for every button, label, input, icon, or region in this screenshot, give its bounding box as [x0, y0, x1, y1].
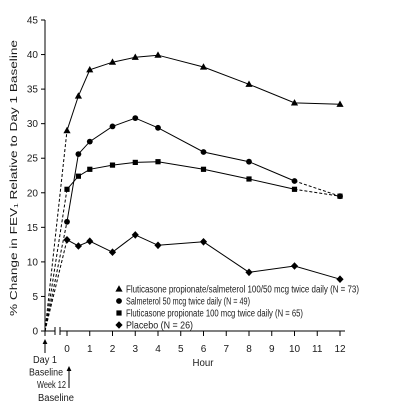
placebo-point	[63, 236, 71, 244]
fp-point	[337, 193, 343, 199]
fp-line	[66, 161, 295, 190]
fp-point	[75, 173, 81, 179]
placebo-baseline-dashed-line	[44, 239, 68, 332]
x-tick-label: 2	[110, 344, 116, 355]
fp-salmeterol-point	[74, 92, 82, 99]
x-tick-label: 8	[246, 344, 252, 355]
day1-label: Day 1	[33, 355, 57, 366]
fp-point	[200, 166, 207, 172]
fp-point	[291, 186, 298, 192]
placebo-point	[108, 248, 117, 256]
fp-point	[155, 159, 161, 165]
salmeterol-line	[66, 117, 295, 222]
y-tick-label: 25	[27, 154, 39, 165]
arrow-head-icon	[42, 339, 48, 344]
legend: Fluticasone propionate/salmeterol 100/50…	[115, 285, 359, 332]
day1-sublabel: Baseline	[29, 368, 63, 379]
legend-diamond-marker	[115, 321, 123, 329]
day1-baseline-annotation: Day 1 Baseline	[29, 339, 63, 379]
series-fp-salmeterol	[44, 51, 344, 332]
arrow-head-icon	[66, 366, 72, 371]
placebo-point	[199, 238, 208, 246]
fp-salmeterol-point	[63, 126, 71, 134]
week12-baseline-annotation: Week 12 Baseline	[37, 366, 74, 404]
salmeterol-point	[155, 124, 161, 131]
week12-label: Week 12	[37, 380, 66, 391]
fp-salmeterol-point	[154, 51, 162, 58]
fp-point	[132, 159, 138, 165]
fp-point	[109, 162, 116, 168]
salmeterol-dashed-segment	[294, 180, 341, 197]
fp-dashed-segment	[294, 188, 341, 197]
x-tick-label: 6	[201, 344, 207, 355]
salmeterol-point	[86, 138, 93, 145]
salmeterol-point	[246, 158, 252, 165]
y-tick-label: 40	[27, 50, 39, 61]
y-axis-label: % Change in FEV₁ Relative to Day 1 Basel…	[9, 39, 20, 316]
legend-triangle-marker	[115, 285, 123, 292]
x-tick-label: 9	[269, 344, 275, 355]
placebo-point	[74, 242, 82, 250]
fp-salmeterol-point	[245, 80, 253, 87]
placebo-point	[154, 241, 162, 250]
placebo-line	[66, 234, 341, 280]
fp-salmeterol-point	[290, 99, 299, 106]
salmeterol-point	[291, 178, 298, 184]
x-axis-label: Hour	[193, 358, 215, 369]
week12-sublabel: Baseline	[38, 393, 74, 404]
placebo-point	[336, 275, 344, 283]
plot-area	[44, 51, 344, 332]
salmeterol-point	[132, 115, 139, 121]
x-tick-label: 0	[64, 344, 70, 355]
y-tick-label: 5	[32, 292, 38, 303]
salmeterol-point	[109, 123, 116, 130]
x-tick-label: 3	[132, 344, 138, 355]
y-tick-label: 20	[27, 188, 39, 199]
y-tick-label: 45	[27, 16, 39, 27]
fp-salmeterol-point	[131, 53, 139, 60]
placebo-point	[245, 268, 253, 277]
fp-salmeterol-line	[66, 54, 341, 131]
x-tick-label: 10	[289, 344, 301, 355]
fp-point	[64, 186, 70, 192]
legend-label-placebo: Placebo (N = 26)	[126, 321, 193, 332]
series-placebo	[44, 231, 344, 332]
fp-salmeterol-baseline-dashed-line	[44, 130, 68, 332]
x-tick-label: 11	[312, 344, 323, 355]
fp-baseline-dashed-line	[44, 189, 68, 332]
series-fp	[44, 159, 343, 332]
x-tick-label: 7	[223, 344, 229, 355]
legend-label-salmeterol: Salmeterol 50 mcg twice daily (N = 49)	[126, 297, 250, 308]
fp-salmeterol-point	[86, 66, 94, 73]
series-salmeterol	[44, 115, 343, 332]
x-tick-label: 4	[155, 344, 161, 355]
y-tick-label: 15	[27, 223, 39, 234]
salmeterol-baseline-dashed-line	[44, 221, 68, 332]
salmeterol-point	[64, 218, 70, 225]
x-tick-label: 12	[334, 344, 346, 355]
placebo-point	[290, 262, 299, 270]
legend-label-fp-salmeterol: Fluticasone propionate/salmeterol 100/50…	[126, 285, 359, 296]
y-tick-label: 10	[27, 257, 39, 268]
fp-salmeterol-point	[199, 63, 208, 70]
x-tick-label: 1	[87, 344, 93, 355]
placebo-point	[131, 231, 139, 239]
fp-salmeterol-point	[336, 100, 344, 107]
y-tick-label: 30	[27, 119, 39, 130]
salmeterol-point	[200, 149, 207, 155]
x-tick-label: 5	[178, 344, 184, 355]
legend-circle-marker	[116, 298, 122, 304]
fp-salmeterol-point	[108, 58, 117, 65]
legend-square-marker	[116, 310, 122, 316]
y-tick-label: 35	[27, 85, 39, 96]
fp-point	[246, 176, 252, 182]
salmeterol-point	[75, 151, 82, 158]
fp-point	[87, 166, 93, 172]
legend-label-fp: Fluticasone propionate 100 mcg twice dai…	[126, 309, 303, 320]
placebo-point	[86, 237, 94, 245]
y-tick-label: 0	[32, 327, 38, 338]
